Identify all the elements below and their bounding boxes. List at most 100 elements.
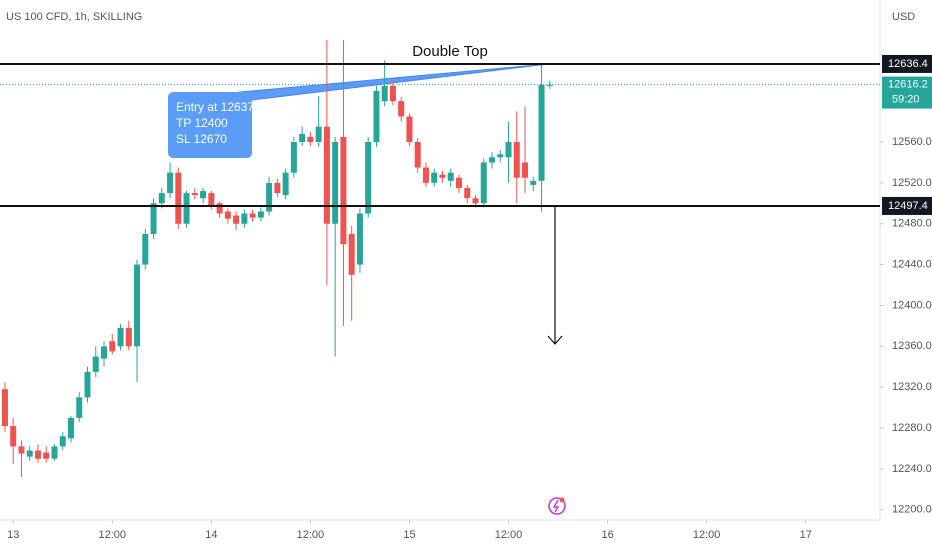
candle-body (10, 426, 17, 447)
candle-body (290, 142, 297, 173)
last-price-tag (882, 76, 932, 109)
candle-body (257, 211, 264, 218)
candle-body (158, 193, 165, 204)
candle-body (340, 136, 347, 245)
y-tick-label: 12440.0 (892, 259, 932, 271)
callout-line: Entry at 12637 (176, 100, 254, 114)
x-tick-label: 12:00 (693, 529, 721, 541)
candle-body (249, 213, 256, 218)
candle-body (18, 446, 25, 454)
y-tick-label: 12320.0 (892, 381, 932, 393)
candle-body (67, 417, 74, 439)
candle-body (497, 154, 504, 158)
target-arrow (547, 206, 563, 345)
y-tick-label: 12520.0 (892, 177, 932, 189)
candle-body (59, 436, 66, 447)
candle-body (489, 157, 496, 163)
candle-body (381, 85, 388, 102)
candle-body (142, 233, 149, 265)
level-tag (882, 54, 932, 73)
y-tick-label: 12400.0 (892, 299, 932, 311)
logo (548, 497, 566, 515)
y-tick-label: 12360.0 (892, 340, 932, 352)
candle-body (274, 182, 281, 194)
candle-body (1, 389, 8, 427)
x-tick-label: 15 (403, 529, 415, 541)
candle-body (431, 172, 438, 183)
candle-body (216, 203, 223, 214)
candle-body (315, 126, 322, 143)
candle-body (522, 162, 529, 178)
candle-body (101, 346, 108, 359)
candle-body (307, 136, 314, 143)
level-label: 12497.4 (888, 200, 928, 212)
candle-body (513, 142, 520, 178)
candle-body (266, 182, 273, 212)
candle-body (422, 167, 429, 183)
candle-body (191, 193, 198, 196)
candle-body (546, 84, 553, 86)
candle-body (125, 327, 132, 347)
candle-body (282, 172, 289, 196)
candle-body (26, 450, 33, 457)
x-tick-label: 12:00 (495, 529, 523, 541)
x-tick-label: 12:00 (99, 529, 127, 541)
candle-body (208, 193, 215, 206)
candle-body (464, 187, 471, 199)
candle-body (150, 203, 157, 234)
candle-body (117, 327, 124, 347)
last-price-label: 12616.2 (888, 78, 928, 90)
candle-body (241, 213, 248, 224)
y-tick-label: 12560.0 (892, 136, 932, 148)
level-tag (882, 196, 932, 215)
currency: USD (892, 11, 915, 23)
candle-body (51, 446, 58, 459)
candle-body (439, 174, 446, 178)
countdown: 59:20 (892, 93, 920, 105)
candle-body (398, 101, 405, 117)
candle-body (332, 142, 339, 224)
candle-body (76, 397, 83, 418)
candle-body (43, 452, 50, 459)
x-tick-label: 16 (601, 529, 613, 541)
candle-body (84, 371, 91, 398)
candle-body (365, 142, 372, 214)
callout-line: TP 12400 (176, 116, 228, 130)
chart-title: US 100 CFD, 1h, SKILLING (6, 11, 142, 23)
x-tick-label: 12:00 (297, 529, 325, 541)
candle-body (530, 180, 537, 185)
pattern-label: Double Top (412, 43, 488, 60)
callout-box (168, 92, 252, 158)
candle-body (323, 126, 330, 224)
candle-body (447, 172, 454, 181)
candle-body (356, 213, 363, 265)
candle-body (406, 116, 413, 143)
candle-body (538, 84, 545, 181)
y-tick-label: 12200.0 (892, 504, 932, 516)
candle-body (414, 142, 421, 168)
candle-body (373, 90, 380, 143)
candle-body (455, 177, 462, 188)
candle-body (183, 193, 190, 224)
candle-body (34, 450, 41, 459)
candle-body (233, 215, 240, 224)
x-tick-label: 14 (205, 529, 217, 541)
level-label: 12636.4 (888, 58, 928, 70)
y-tick-label: 12480.0 (892, 218, 932, 230)
y-tick-label: 12240.0 (892, 463, 932, 475)
candle-body (348, 233, 355, 275)
candle-body (472, 198, 479, 204)
candle-body (134, 264, 141, 347)
x-tick-label: 13 (7, 529, 19, 541)
candle-body (109, 341, 116, 352)
candle-body (480, 162, 487, 204)
candle-body (224, 211, 231, 219)
callout-line: SL 12670 (176, 132, 227, 146)
candle-body (299, 133, 306, 143)
candle-body (175, 172, 182, 224)
candle-body (200, 191, 207, 199)
candle-body (505, 142, 512, 158)
x-tick-label: 17 (800, 529, 812, 541)
candle-body (167, 172, 174, 194)
